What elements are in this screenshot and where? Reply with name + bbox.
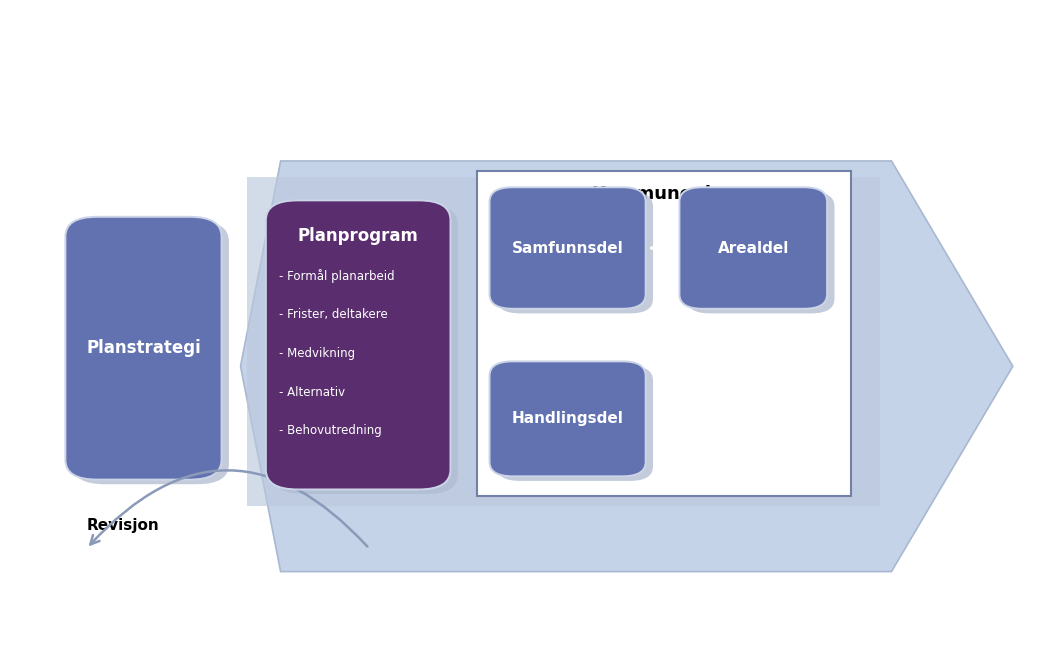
Text: Planstrategi: Planstrategi xyxy=(87,339,200,357)
FancyBboxPatch shape xyxy=(65,217,222,480)
Bar xyxy=(247,177,880,506)
FancyBboxPatch shape xyxy=(73,221,229,484)
Text: - Medvikning: - Medvikning xyxy=(279,347,354,360)
FancyBboxPatch shape xyxy=(266,200,450,489)
FancyBboxPatch shape xyxy=(497,366,653,481)
Text: Kommuneplan: Kommuneplan xyxy=(592,185,736,203)
Text: Handlingsdel: Handlingsdel xyxy=(512,411,624,426)
FancyBboxPatch shape xyxy=(679,187,827,309)
Text: Revisjon: Revisjon xyxy=(87,518,159,533)
Text: - Alternativ: - Alternativ xyxy=(279,386,345,399)
FancyBboxPatch shape xyxy=(490,187,646,309)
Bar xyxy=(477,171,851,496)
FancyBboxPatch shape xyxy=(497,192,653,313)
Text: Samfunnsdel: Samfunnsdel xyxy=(512,240,624,256)
Text: - Formål planarbeid: - Formål planarbeid xyxy=(279,269,395,283)
FancyBboxPatch shape xyxy=(273,205,458,494)
FancyBboxPatch shape xyxy=(687,192,835,313)
Polygon shape xyxy=(241,161,1013,572)
Text: Arealdel: Arealdel xyxy=(717,240,789,256)
Text: Planprogram: Planprogram xyxy=(298,227,419,244)
FancyBboxPatch shape xyxy=(490,361,646,476)
Text: - Frister, deltakere: - Frister, deltakere xyxy=(279,308,387,321)
Text: - Behovutredning: - Behovutredning xyxy=(279,424,381,438)
